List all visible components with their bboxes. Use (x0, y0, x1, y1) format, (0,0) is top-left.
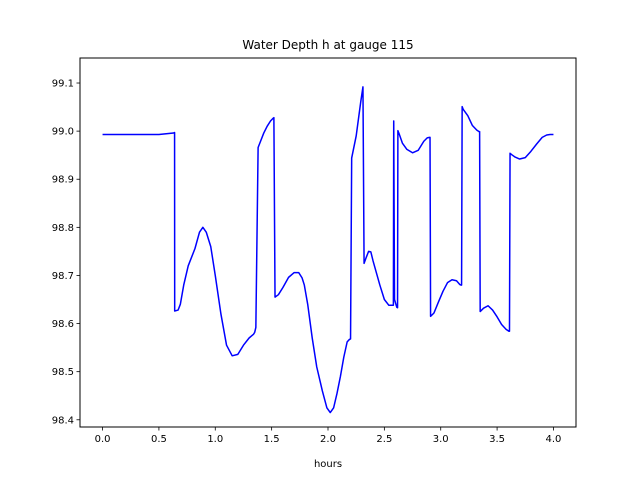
y-tick-label: 98.6 (52, 319, 74, 330)
series-layer (102, 86, 554, 414)
y-tick-label: 98.8 (52, 223, 74, 234)
series-line-0 (102, 86, 554, 414)
x-tick-label: 0.5 (151, 434, 167, 445)
x-tick-label: 1.5 (264, 434, 280, 445)
plot-frame (79, 57, 577, 428)
y-tick-label: 98.5 (52, 367, 74, 378)
x-tick-label: 3.5 (489, 434, 505, 445)
x-tick-label: 2.0 (320, 434, 336, 445)
y-tick-label: 98.7 (52, 271, 74, 282)
x-tick-label: 2.5 (376, 434, 392, 445)
x-axis-label: hours (314, 459, 342, 470)
x-tick-label: 3.0 (433, 434, 449, 445)
y-tick-label: 98.9 (52, 175, 74, 186)
x-tick-label: 1.0 (207, 434, 223, 445)
x-tick-label: 4.0 (546, 434, 562, 445)
y-tick-label: 98.4 (52, 415, 74, 426)
ticks-layer: 0.0 0.5 1.0 1.5 2.0 2.5 3.0 3.5 4.0 98.4 98.5 98.6 9… (52, 79, 562, 445)
x-tick-label: 0.0 (95, 434, 111, 445)
chart-title: Water Depth h at gauge 115 (242, 38, 413, 52)
y-tick-label: 99.0 (52, 127, 74, 138)
y-tick-label: 99.1 (52, 79, 74, 90)
